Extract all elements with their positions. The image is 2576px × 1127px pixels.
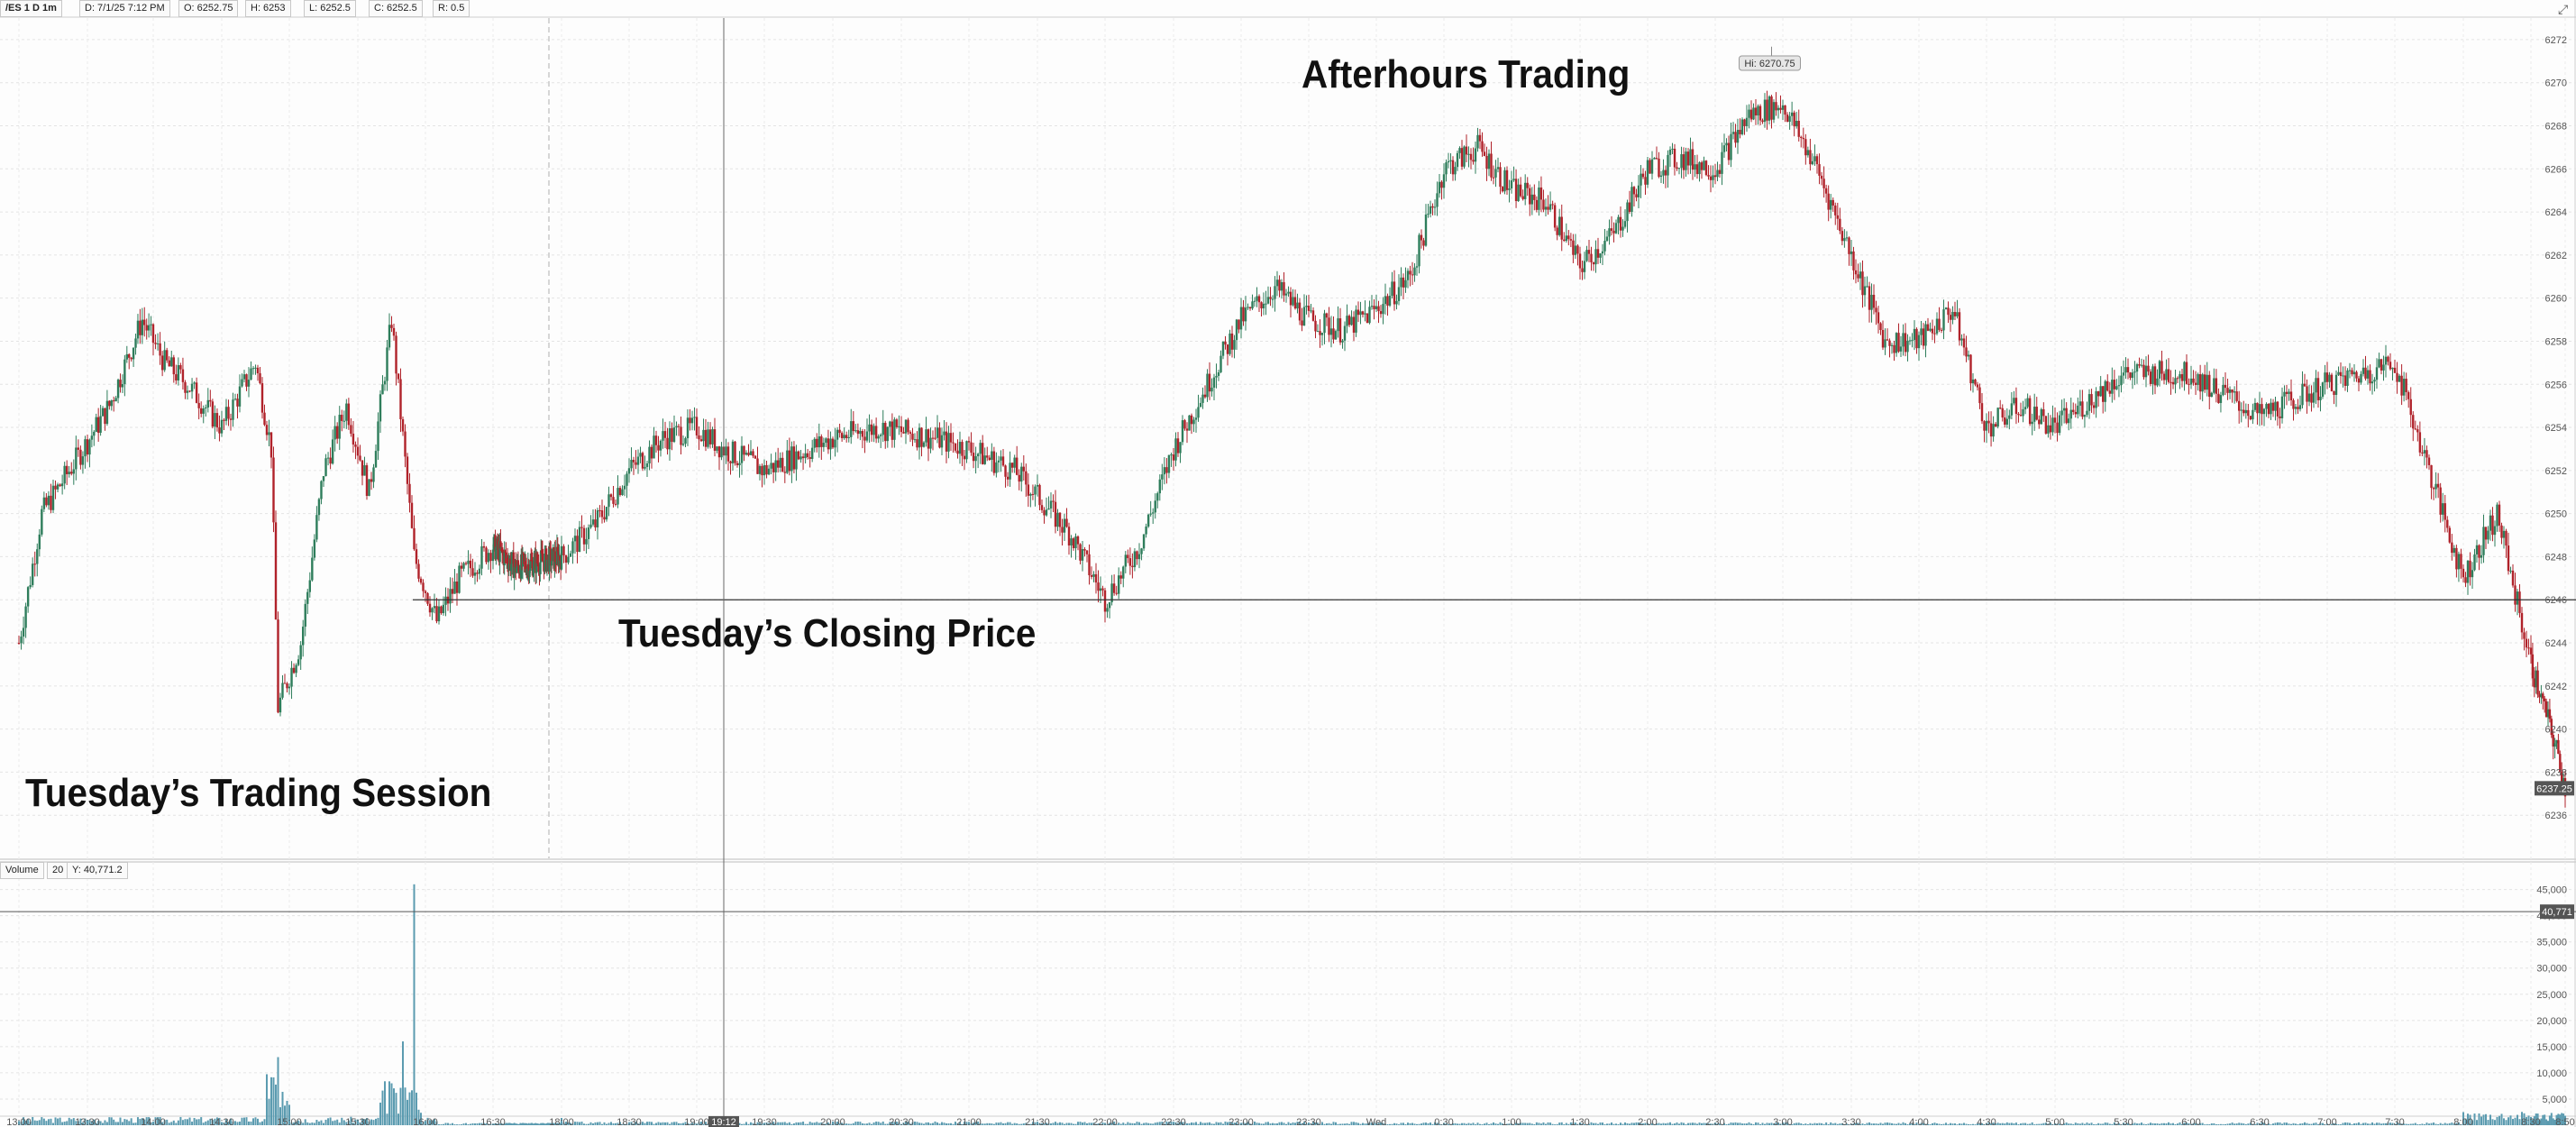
price-tick-label: 6270 [2545,78,2567,89]
time-tick-label: 8:00 [2453,1117,2472,1127]
time-tick-label: 18:30 [617,1117,642,1127]
volume-tick-label: 5,000 [2542,1095,2567,1105]
volume-period: 20 [47,862,69,879]
time-tick-label: 20:00 [820,1117,845,1127]
value-labels: Hi: 6270.75 6237.25 40,771 19:12 [708,46,2574,1127]
time-tick-label: 4:30 [1977,1117,1996,1127]
time-tick-label: 21:30 [1025,1117,1050,1127]
price-tick-label: 6258 [2545,336,2567,347]
price-tick-label: 6262 [2545,251,2567,261]
price-tick-label: 6242 [2545,682,2567,692]
cursor-time-label: 19:12 [711,1117,736,1127]
closing-price-annotation: Tuesday’s Closing Price [618,611,1037,655]
session-annotation: Tuesday’s Trading Session [25,771,492,815]
price-tick-label: 6244 [2545,638,2567,649]
time-tick-label: 19:00 [684,1117,709,1127]
time-tick-label: 8:30 [2521,1117,2540,1127]
time-tick-label: 3:00 [1773,1117,1792,1127]
price-tick-label: 6240 [2545,725,2567,736]
volume-tick-label: 35,000 [2536,938,2567,948]
price-tick-label: 6266 [2545,164,2567,175]
price-tick-label: 6236 [2545,811,2567,821]
high-readout: H: 6253 [245,0,291,17]
price-tick-label: 6250 [2545,509,2567,520]
time-axis[interactable]: 13:00 13:30 14:00 14:30 15:00 15:30 16:00 16:30… [6,1117,2574,1127]
price-tick-label: 6256 [2545,380,2567,390]
volume-tick-label: 25,000 [2536,990,2567,1001]
time-tick-label: 15:30 [345,1117,370,1127]
time-tick-label: 7:30 [2385,1117,2404,1127]
time-tick-label: 14:30 [209,1117,234,1127]
time-tick-label: 3:30 [1841,1117,1860,1127]
price-tick-label: 6252 [2545,466,2567,477]
time-tick-label: 4:00 [1909,1117,1928,1127]
volume-tick-label: 20,000 [2536,1016,2567,1027]
reference-lines [0,18,2576,1116]
price-tick-label: 6268 [2545,121,2567,132]
price-tick-label: 6246 [2545,595,2567,606]
time-tick-label: 21:00 [956,1117,982,1127]
price-tick-label: 6248 [2545,552,2567,563]
time-tick-label: 8:50 [2555,1117,2574,1127]
volume-tick-label: 30,000 [2536,964,2567,975]
volume-study-label[interactable]: Volume [0,862,44,879]
time-tick-label: 23:30 [1296,1117,1321,1127]
volume-tick-label: 15,000 [2536,1042,2567,1053]
price-tick-label: 6264 [2545,207,2567,218]
time-tick-label: 15:00 [277,1117,302,1127]
time-tick-label: 16:30 [480,1117,506,1127]
time-tick-label: 13:30 [75,1117,100,1127]
time-tick-label: 6:30 [2250,1117,2269,1127]
symbol-label[interactable]: /ES 1 D 1m [0,0,62,17]
chart-expand-icon[interactable]: ⤢ [2558,2,2569,16]
last-price-label: 6237.25 [2536,783,2572,794]
open-readout: O: 6252.75 [178,0,239,17]
time-tick-label: 2:30 [1705,1117,1724,1127]
price-tick-label: 6272 [2545,35,2567,46]
time-tick-label: 22:00 [1092,1117,1118,1127]
time-tick-label: 2:00 [1638,1117,1657,1127]
time-tick-label: 23:00 [1229,1117,1254,1127]
afterhours-annotation: Afterhours Trading [1302,52,1631,96]
time-tick-label: Wed [1366,1117,1386,1127]
time-tick-label: 16:00 [413,1117,438,1127]
range-readout: R: 0.5 [433,0,470,17]
time-tick-label: 7:00 [2317,1117,2336,1127]
time-tick-label: 1:00 [1502,1117,1521,1127]
time-tick-label: 14:00 [141,1117,166,1127]
time-tick-label: 20:30 [889,1117,914,1127]
session-high-label: Hi: 6270.75 [1744,59,1795,69]
time-tick-label: 13:00 [6,1117,32,1127]
price-tick-label: 6260 [2545,294,2567,305]
price-tick-label: 6254 [2545,423,2567,434]
time-tick-label: 5:30 [2114,1117,2133,1127]
low-readout: L: 6252.5 [304,0,356,17]
volume-tick-label: 10,000 [2536,1068,2567,1079]
price-axis[interactable]: 6236 6238 6240 6242 6244 6246 6248 6250 6252 6254… [2545,35,2567,821]
volume-marker-label: 40,771 [2542,907,2572,918]
time-tick-label: 5:00 [2045,1117,2064,1127]
time-tick-label: 22:30 [1161,1117,1186,1127]
time-tick-label: 0:30 [1434,1117,1453,1127]
close-readout: C: 6252.5 [369,0,423,17]
time-tick-label: 18:00 [549,1117,574,1127]
time-tick-label: 1:30 [1570,1117,1589,1127]
date-readout: D: 7/1/25 7:12 PM [79,0,170,17]
time-tick-label: 6:00 [2181,1117,2200,1127]
price-candles [17,90,2567,808]
volume-value: Y: 40,771.2 [67,862,128,879]
time-tick-label: 19:30 [752,1117,777,1127]
volume-tick-label: 45,000 [2536,885,2567,896]
price-tick-label: 6238 [2545,767,2567,778]
